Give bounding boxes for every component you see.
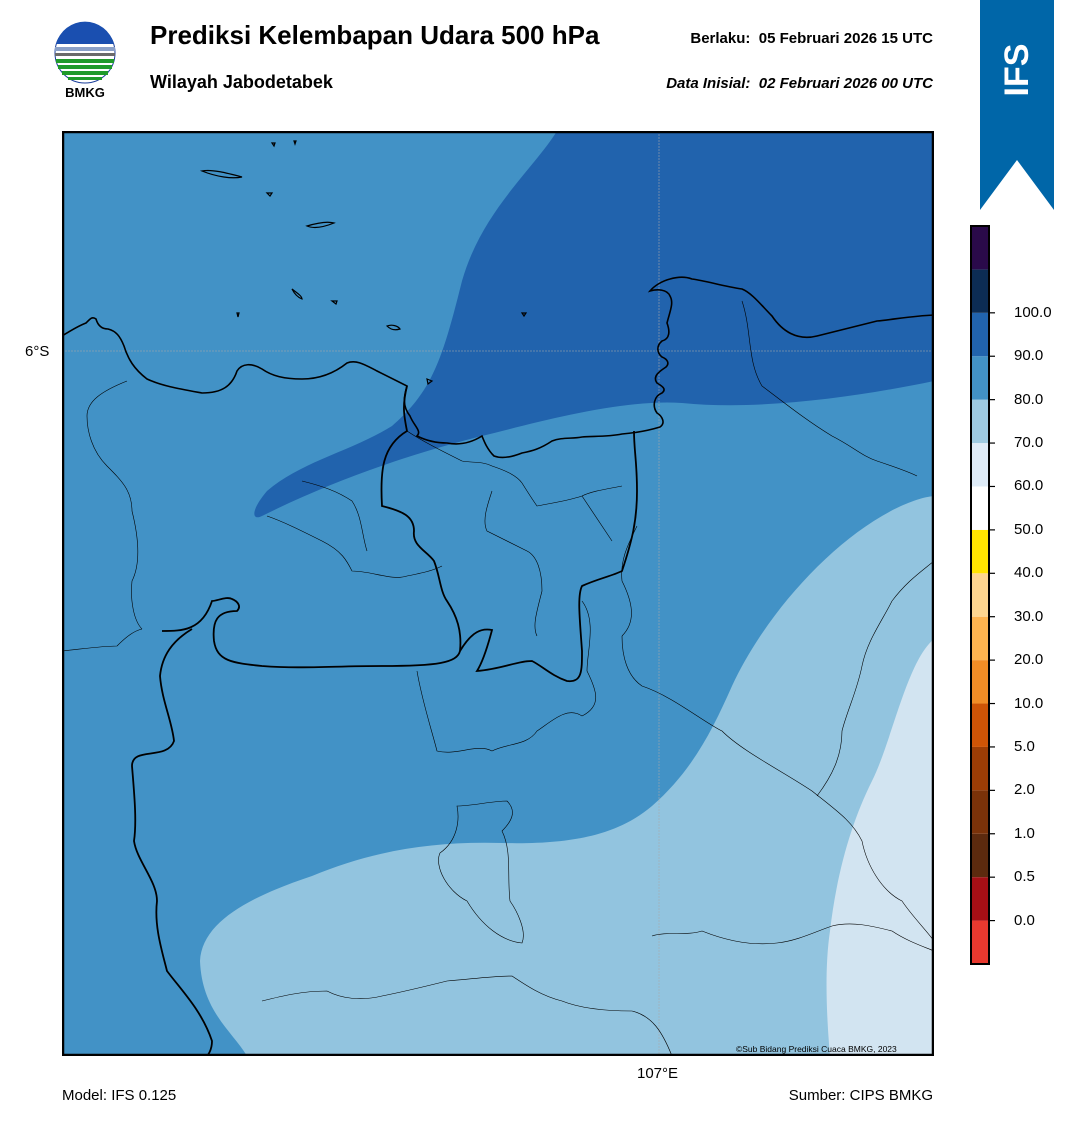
bmkg-logo-icon (54, 21, 116, 84)
province-boundary-banten-jakarta (161, 385, 462, 669)
map-frame (62, 131, 934, 1056)
province-boundary-west (131, 628, 213, 1056)
initial-data-time: Data Inisial: 02 Februari 2026 00 UTC (666, 75, 933, 92)
colorbar-tick-label: 50.0 (1014, 520, 1044, 538)
copyright-text: ©Sub Bidang Prediksi Cuaca BMKG, 2023 (736, 1044, 897, 1054)
colorbar-tick-label: 100.0 (1014, 303, 1052, 321)
colorbar-segment (971, 790, 989, 834)
page-title: Prediksi Kelembapan Udara 500 hPa (150, 20, 600, 50)
colorbar-segment (971, 920, 989, 964)
source-label: Sumber: CIPS BMKG (788, 1087, 933, 1104)
colorbar-segment (971, 312, 989, 357)
colorbar-tick-label: 20.0 (1014, 651, 1044, 669)
colorbar-tick-label: 30.0 (1014, 607, 1044, 625)
colorbar-frame (970, 225, 990, 965)
longitude-label: 107°E (637, 1065, 679, 1082)
colorbar-tick-label: 2.0 (1014, 781, 1035, 799)
colorbar-tick-label: 0.0 (1014, 911, 1035, 929)
colorbar-tick-label: 40.0 (1014, 564, 1044, 582)
model-label: Model: IFS 0.125 (62, 1087, 177, 1104)
colorbar-segment (971, 703, 989, 747)
colorbar-segment (971, 573, 989, 617)
init-value: 02 Februari 2026 00 UTC (758, 75, 933, 92)
colorbar-tick-label: 5.0 (1014, 737, 1035, 755)
logo-text: BMKG (65, 85, 105, 100)
colorbar-segment (971, 399, 989, 444)
band-80-90 (254, 131, 934, 518)
colorbar-tick-label: 70.0 (1014, 434, 1044, 452)
valid-label: Berlaku: (690, 30, 751, 47)
init-label: Data Inisial: (666, 75, 751, 92)
colorbar-segment (971, 877, 989, 921)
humidity-map (62, 131, 934, 1056)
ifs-ribbon (980, 0, 1054, 210)
colorbar-tick-label: 60.0 (1014, 477, 1044, 495)
valid-time: Berlaku: 05 Februari 2026 15 UTC (690, 30, 933, 47)
colorbar-segment (971, 833, 989, 878)
colorbar-tick-label: 90.0 (1014, 347, 1044, 365)
band-60-70 (200, 496, 934, 1056)
colorbar-tick-label: 0.5 (1014, 868, 1035, 886)
colorbar-segment (971, 486, 989, 530)
colorbar-segment (971, 616, 989, 661)
colorbar-tick-label: 1.0 (1014, 824, 1035, 842)
ribbon-label: IFS (998, 44, 1036, 97)
district-boundaries (62, 300, 934, 1056)
colorbar-segment (971, 226, 989, 270)
coastline (62, 276, 934, 459)
colorbar-segment (971, 356, 989, 400)
islands (199, 140, 528, 386)
colorbar-segment (971, 660, 989, 704)
colorbar-segment (971, 269, 989, 313)
colorbar-segment (971, 529, 989, 574)
latitude-label: 6°S (25, 343, 50, 360)
colorbar-tick-label: 80.0 (1014, 390, 1044, 408)
colorbar-segment (971, 746, 989, 791)
ribbon-text: IFS (998, 44, 1036, 97)
color-legend: 0.0 0.5 1.0 2.0 5.0 10.0 20.0 30.0 40.0 50.0 60.0 7… (969, 224, 1069, 969)
band-50-60 (826, 639, 934, 1056)
colorbar-svg (970, 225, 995, 965)
valid-value: 05 Februari 2026 15 UTC (758, 30, 933, 47)
colorbar-tick-label: 10.0 (1014, 694, 1044, 712)
page-subtitle: Wilayah Jabodetabek (150, 72, 333, 92)
province-boundary-west-java (459, 430, 638, 683)
colorbar-segment (971, 443, 989, 487)
